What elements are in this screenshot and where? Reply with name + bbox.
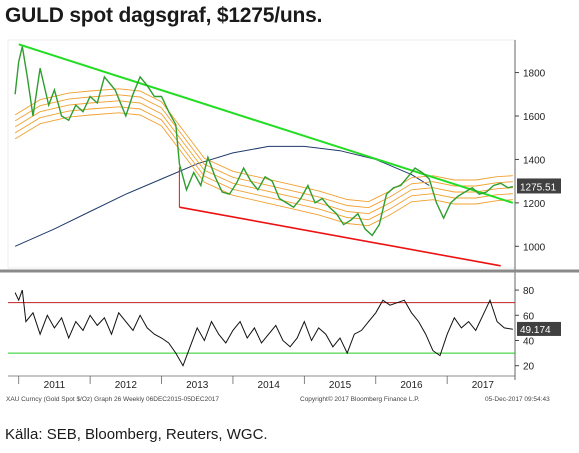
rsi-panel: 20 40 60 80 49.174 [8,286,561,373]
x-axis: 2011 2012 2013 2014 2015 2016 2017 [8,375,515,391]
last-rsi-label: 49.174 [520,325,551,336]
chart-footer: XAU Curncy (Gold Spot $/Oz) Graph 26 Wee… [6,395,550,403]
rsi-tick-label: 40 [523,336,535,347]
x-tick-label: 2012 [115,380,138,391]
last-price-box [517,178,561,194]
band-line-4 [14,112,513,227]
footer-center: Copyright© 2017 Bloomberg Finance L.P. [300,395,420,403]
last-price-label: 1275.51 [520,182,557,193]
price-tick-label: 1000 [523,242,546,253]
x-tick-label: 2016 [400,380,423,391]
price-tick-label: 1600 [523,112,546,123]
price-tick-label: 1800 [523,69,546,80]
x-tick-label: 2014 [258,380,281,391]
rsi-series-line [14,289,513,367]
x-tick-label: 2017 [472,380,495,391]
price-tick-label: 1400 [523,155,546,166]
source-note: Källa: SEB, Bloomberg, Reuters, WGC. [5,426,268,443]
band-line-1 [14,94,513,209]
band-line-2 [14,100,513,215]
footer-left: XAU Curncy (Gold Spot $/Oz) Graph 26 Wee… [6,396,219,403]
chart-title: GULD spot dagsgraf, $1275/uns. [5,4,323,27]
price-tick-label: 1200 [523,199,546,210]
band-line-3 [14,106,513,221]
price-plot-area [7,39,516,269]
x-tick-label: 2011 [44,380,66,391]
price-panel: 1000 1200 1400 1600 1800 1275.51 [0,39,579,380]
rsi-tick-label: 20 [523,362,535,373]
x-tick-label: 2013 [186,380,209,391]
trend-line-down [18,43,514,204]
x-tick-label: 2015 [329,380,352,391]
rsi-tick-label: 60 [523,311,535,322]
price-series-line [14,46,514,237]
last-rsi-box [517,321,561,336]
band-line-0 [14,88,513,203]
rsi-tick-label: 80 [523,286,535,297]
footer-right: 05-Dec-2017 09:54:43 [485,396,550,403]
support-line [179,206,501,267]
